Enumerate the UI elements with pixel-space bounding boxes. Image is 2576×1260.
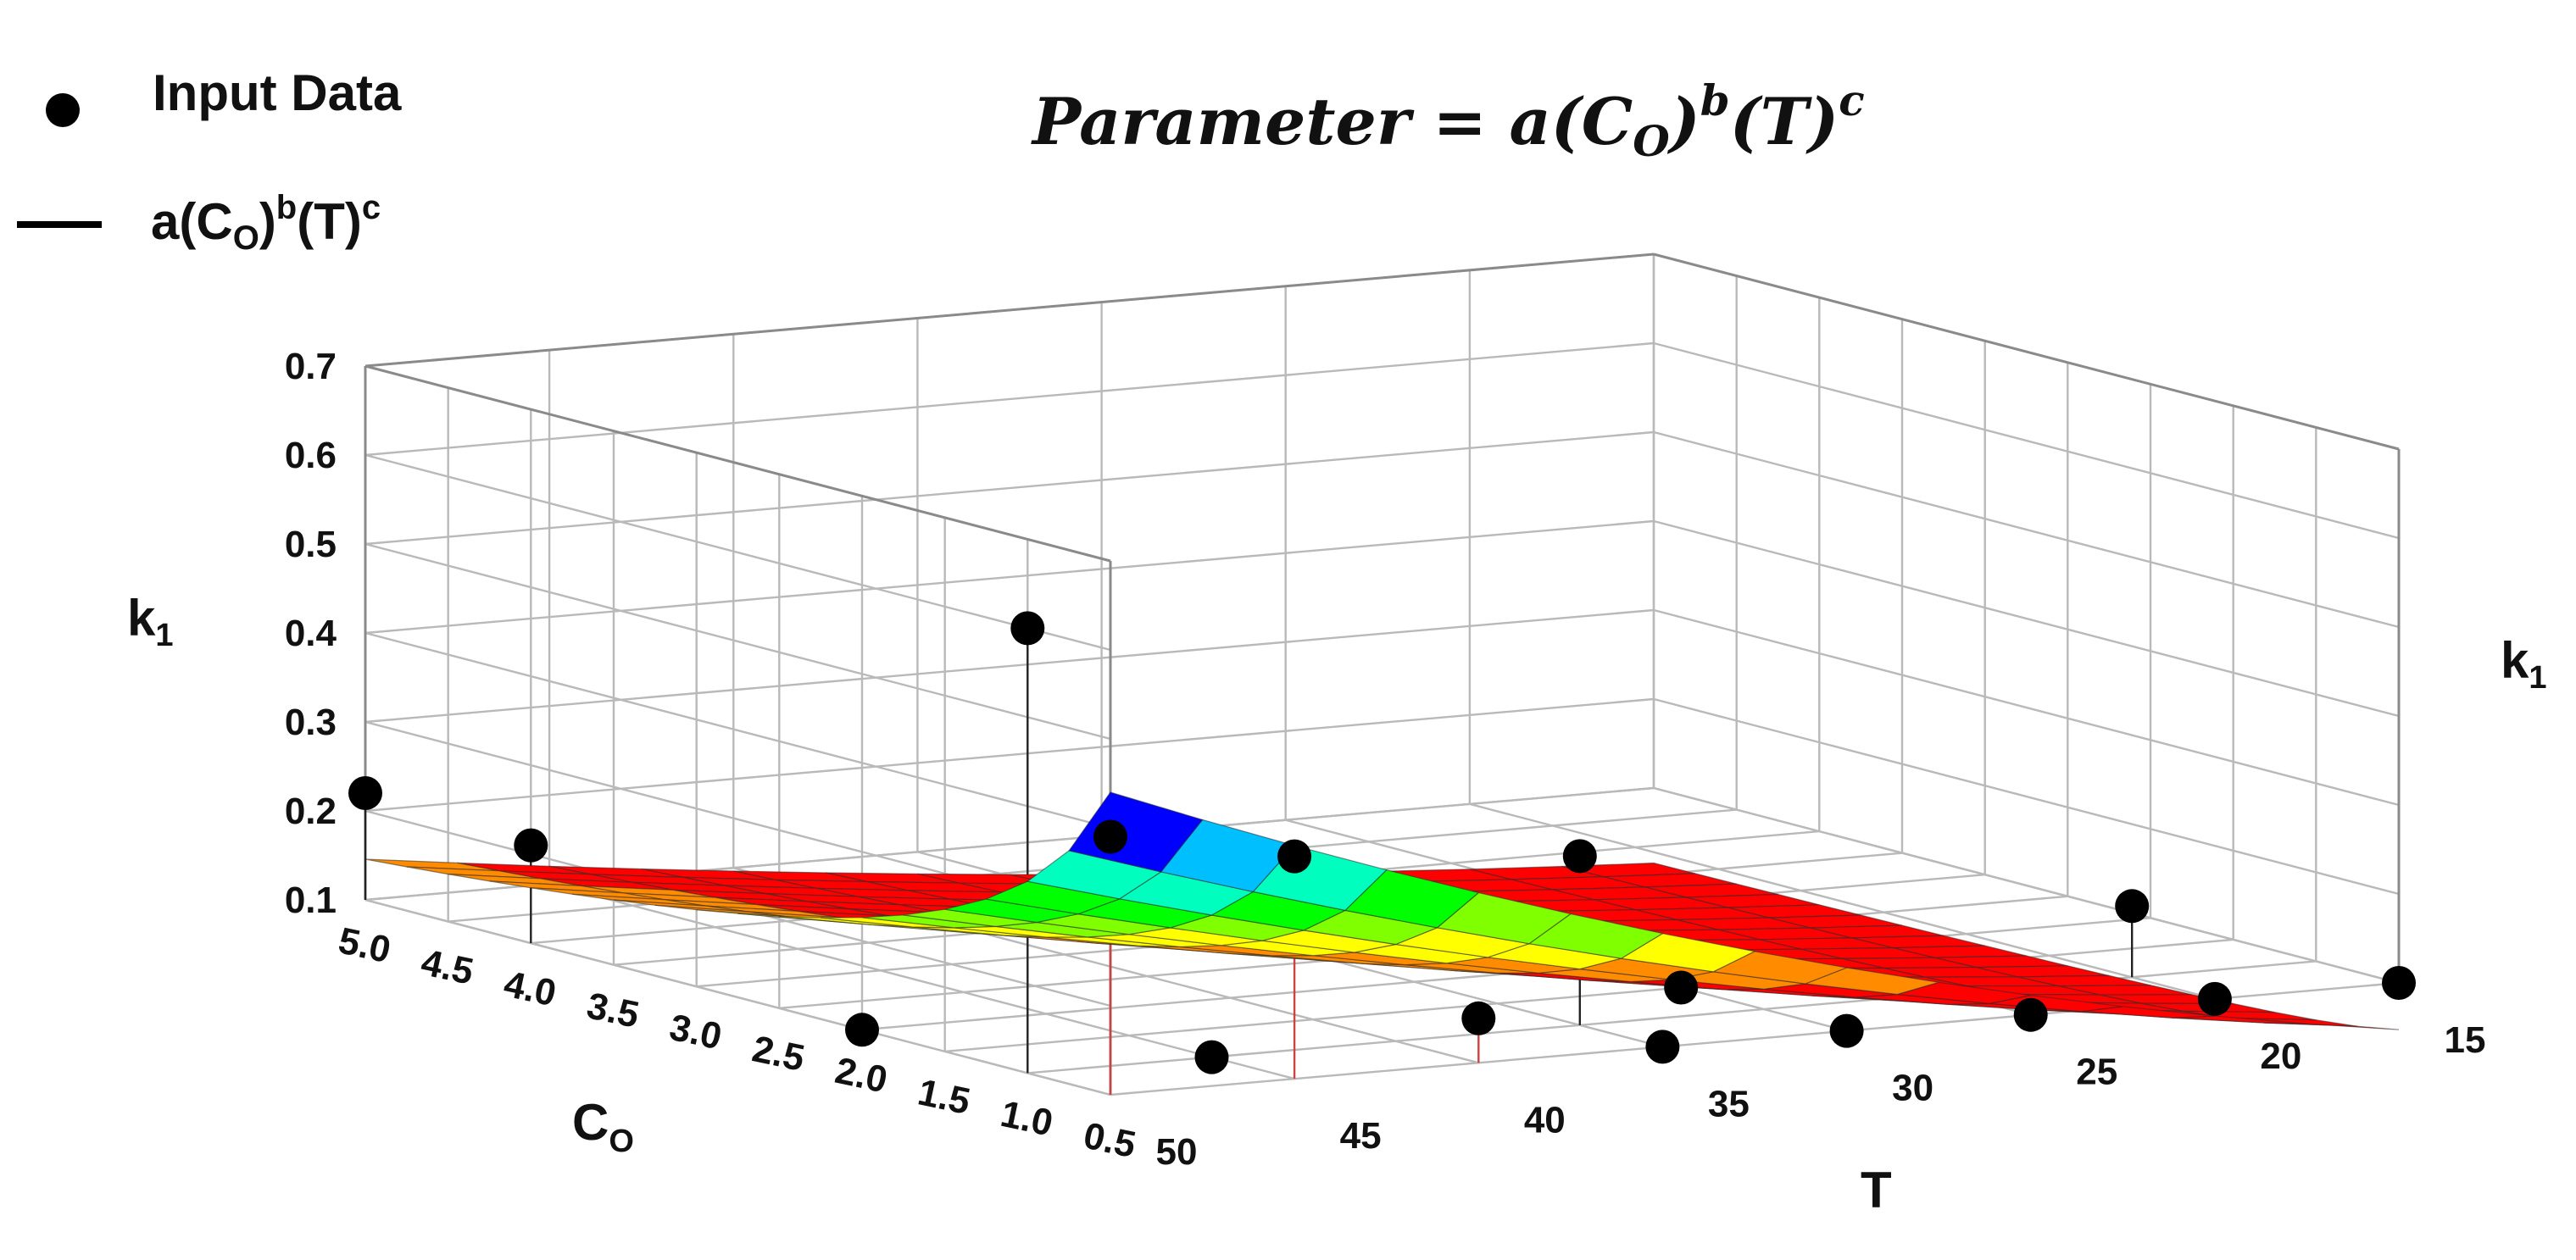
floor-gridline: [548, 882, 1295, 1080]
y-tick-label: 50: [1156, 1131, 1198, 1173]
y-tick-label: 45: [1340, 1115, 1382, 1157]
x-tick-label: 3.0: [666, 1007, 726, 1058]
x-tick-label: 4.5: [418, 941, 477, 993]
x-tick-label: 2.0: [832, 1050, 891, 1102]
data-point: [1093, 819, 1127, 854]
y-tick-label: 35: [1708, 1083, 1750, 1124]
left-wall-gridline: [364, 631, 1111, 830]
chart-title: Parameter = a(CO)b(T)c: [1031, 75, 1865, 166]
y-axis-label: T: [1861, 1162, 1892, 1218]
data-point: [1562, 839, 1597, 874]
grid: [364, 253, 2401, 1096]
data-point: [845, 1013, 879, 1047]
back-wall-gridline: [364, 430, 1655, 546]
z-axis-label: k1 k1: [127, 590, 2547, 696]
y-tick-label: 20: [2260, 1035, 2301, 1077]
x-tick-label: 3.5: [583, 985, 643, 1036]
back-wall-gridline: [364, 519, 1655, 635]
legend-label-input-data: Input Data: [153, 64, 402, 121]
data-point: [1010, 611, 1045, 646]
data-point: [1194, 1040, 1229, 1074]
side-wall-gridline: [1653, 430, 2400, 629]
data-point: [2115, 889, 2150, 924]
fitted-surface: [364, 791, 2400, 1030]
side-wall-gridline: [1653, 608, 2400, 807]
x-tick-label: 1.0: [997, 1093, 1056, 1145]
frame-edge: [1653, 253, 2400, 451]
z-axis-label-left: k1: [127, 590, 174, 653]
data-point: [2197, 981, 2232, 1016]
data-point: [1461, 1001, 1496, 1035]
data-point: [1664, 970, 1699, 1005]
surface-patch: [1068, 791, 1204, 873]
data-points: [348, 611, 2416, 1074]
z-tick-label: 0.7: [285, 346, 337, 387]
z-tick-label: 0.2: [285, 791, 337, 832]
data-point: [348, 776, 382, 810]
y-tick-label: 30: [1892, 1068, 1933, 1109]
x-tick-label: 1.5: [915, 1071, 974, 1123]
back-wall-gridline: [364, 697, 1655, 813]
legend-dot-icon: [46, 93, 80, 127]
data-point: [2013, 997, 2048, 1032]
tick-labels: 0.7 0.6 0.5 0.4 0.3 0.2 0.15.0 4.5 4.0 3.5 3.0 2.5 2…: [285, 346, 2486, 1173]
data-point: [1277, 839, 1312, 874]
legend: Input Data a(CO)b(T)c: [17, 64, 402, 257]
x-axis-label: CO: [572, 1094, 634, 1159]
floor-gridline: [1469, 802, 2216, 1001]
side-wall-gridline: [1653, 786, 2400, 985]
x-tick-label: 4.0: [500, 963, 559, 1015]
z-axis-label-right: k1: [2501, 632, 2547, 696]
back-wall-gridline: [364, 341, 1655, 457]
left-wall-gridline: [364, 453, 1111, 652]
side-wall-gridline: [1653, 697, 2400, 896]
frame-edge: [364, 364, 1111, 563]
x-tick-label: 2.5: [748, 1028, 808, 1080]
legend-label-model: a(CO)b(T)c: [151, 189, 381, 257]
y-tick-label: 25: [2076, 1052, 2117, 1093]
back-wall-gridline: [364, 608, 1655, 724]
z-tick-label: 0.4: [285, 613, 337, 654]
data-point: [514, 828, 548, 863]
x-tick-label: 0.5: [1080, 1114, 1139, 1166]
z-tick-label: 0.1: [285, 880, 337, 921]
z-tick-label: 0.5: [285, 524, 337, 565]
y-tick-label: 15: [2445, 1019, 2486, 1061]
x-tick-label: 5.0: [335, 919, 394, 971]
left-wall-gridline: [364, 898, 1111, 1096]
data-point: [1829, 1013, 1864, 1048]
data-point: [2382, 966, 2416, 1000]
z-tick-label: 0.3: [285, 702, 337, 743]
data-point: [1645, 1030, 1680, 1064]
z-tick-label: 0.6: [285, 435, 337, 476]
y-tick-label: 40: [1524, 1099, 1566, 1141]
frame-edge: [364, 253, 1655, 368]
side-wall-gridline: [1653, 341, 2400, 540]
side-wall-gridline: [1653, 519, 2400, 718]
left-wall-gridline: [364, 542, 1111, 741]
